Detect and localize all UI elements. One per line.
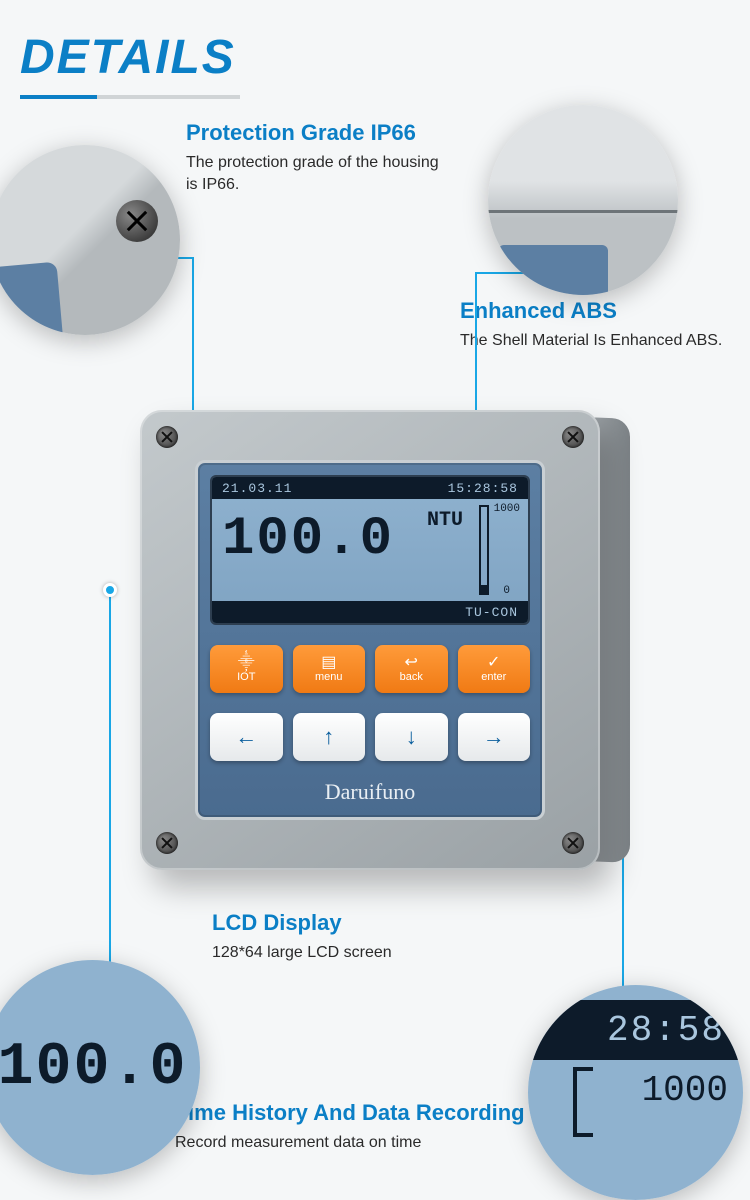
- zoom-corner-graphic: [0, 145, 180, 335]
- iot-button[interactable]: ⸎ IOT: [210, 645, 283, 693]
- zoom-circle-lcd: 100.0: [0, 960, 200, 1175]
- callout-lcd-text: 128*64 large LCD screen: [212, 942, 492, 964]
- device: 21.03.11 15:28:58 100.0 NTU 1000 0 TU-CO…: [140, 410, 600, 870]
- lcd-mode: TU-CON: [465, 605, 518, 620]
- lcd-unit: NTU: [427, 509, 463, 532]
- arrow-up-icon: ↑: [323, 726, 334, 748]
- device-panel: 21.03.11 15:28:58 100.0 NTU 1000 0 TU-CO…: [195, 460, 545, 820]
- page-title: DETAILS: [20, 30, 750, 85]
- screw-icon: [156, 426, 178, 448]
- zoom-circle-time: 28:58 1000: [528, 985, 743, 1200]
- lcd-clock: 15:28:58: [448, 481, 518, 496]
- lcd-date: 21.03.11: [222, 481, 292, 496]
- arrow-down-icon: ↓: [406, 726, 417, 748]
- enter-label: enter: [481, 671, 506, 683]
- arrow-button-row: ← ↑ ↓ →: [210, 713, 530, 761]
- header: DETAILS: [0, 0, 750, 99]
- menu-icon: ▤: [321, 655, 336, 671]
- lcd-scale-max: 1000: [494, 503, 520, 515]
- arrow-right-button[interactable]: →: [458, 713, 531, 761]
- header-rule: [20, 95, 240, 99]
- lcd-scale-min: 0: [503, 585, 510, 597]
- enter-button[interactable]: ✓ enter: [458, 645, 531, 693]
- device-housing: 21.03.11 15:28:58 100.0 NTU 1000 0 TU-CO…: [140, 410, 600, 870]
- back-label: back: [400, 671, 423, 683]
- back-icon: ↩: [405, 655, 418, 671]
- arrow-down-button[interactable]: ↓: [375, 713, 448, 761]
- back-button[interactable]: ↩ back: [375, 645, 448, 693]
- orange-button-row: ⸎ IOT ▤ menu ↩ back ✓ enter: [210, 645, 530, 693]
- callout-lcd-title: LCD Display: [212, 910, 492, 936]
- callout-ip66-title: Protection Grade IP66: [186, 120, 446, 146]
- callout-abs: Enhanced ABS The Shell Material Is Enhan…: [460, 298, 750, 352]
- zoom-circle-edge: [488, 105, 678, 295]
- pointer-dot: [103, 583, 117, 597]
- screw-icon: [156, 832, 178, 854]
- callout-abs-title: Enhanced ABS: [460, 298, 750, 324]
- zoom-time-num: 1000: [642, 1070, 728, 1111]
- menu-button[interactable]: ▤ menu: [293, 645, 366, 693]
- zoom-circle-corner: [0, 145, 180, 335]
- iot-label: IOT: [237, 671, 255, 683]
- zoom-edge-graphic: [488, 105, 678, 295]
- lcd-top-bar: 21.03.11 15:28:58: [212, 477, 528, 499]
- lcd-reading: 100.0: [222, 509, 394, 570]
- callout-lcd: LCD Display 128*64 large LCD screen: [212, 910, 492, 964]
- lcd-scale: 1000 0: [473, 505, 518, 595]
- iot-icon: ⸎: [238, 655, 255, 671]
- callout-abs-text: The Shell Material Is Enhanced ABS.: [460, 330, 750, 352]
- arrow-left-button[interactable]: ←: [210, 713, 283, 761]
- arrow-left-icon: ←: [235, 726, 257, 748]
- arrow-right-icon: →: [483, 726, 505, 748]
- lcd-screen: 21.03.11 15:28:58 100.0 NTU 1000 0 TU-CO…: [210, 475, 530, 625]
- lcd-footer: TU-CON: [212, 601, 528, 623]
- callout-ip66-text: The protection grade of the housing is I…: [186, 152, 446, 195]
- brand-label: Daruifuno: [210, 779, 530, 805]
- screw-icon: [562, 832, 584, 854]
- menu-label: menu: [315, 671, 343, 683]
- zoom-lcd-reading: 100.0: [0, 960, 200, 1175]
- screw-icon: [562, 426, 584, 448]
- arrow-up-button[interactable]: ↑: [293, 713, 366, 761]
- zoom-time-graphic: 28:58 1000: [528, 985, 743, 1200]
- callout-ip66: Protection Grade IP66 The protection gra…: [186, 120, 446, 195]
- zoom-time-clock: 28:58: [528, 1000, 743, 1060]
- screw-icon: [116, 200, 158, 242]
- enter-icon: ✓: [487, 655, 500, 671]
